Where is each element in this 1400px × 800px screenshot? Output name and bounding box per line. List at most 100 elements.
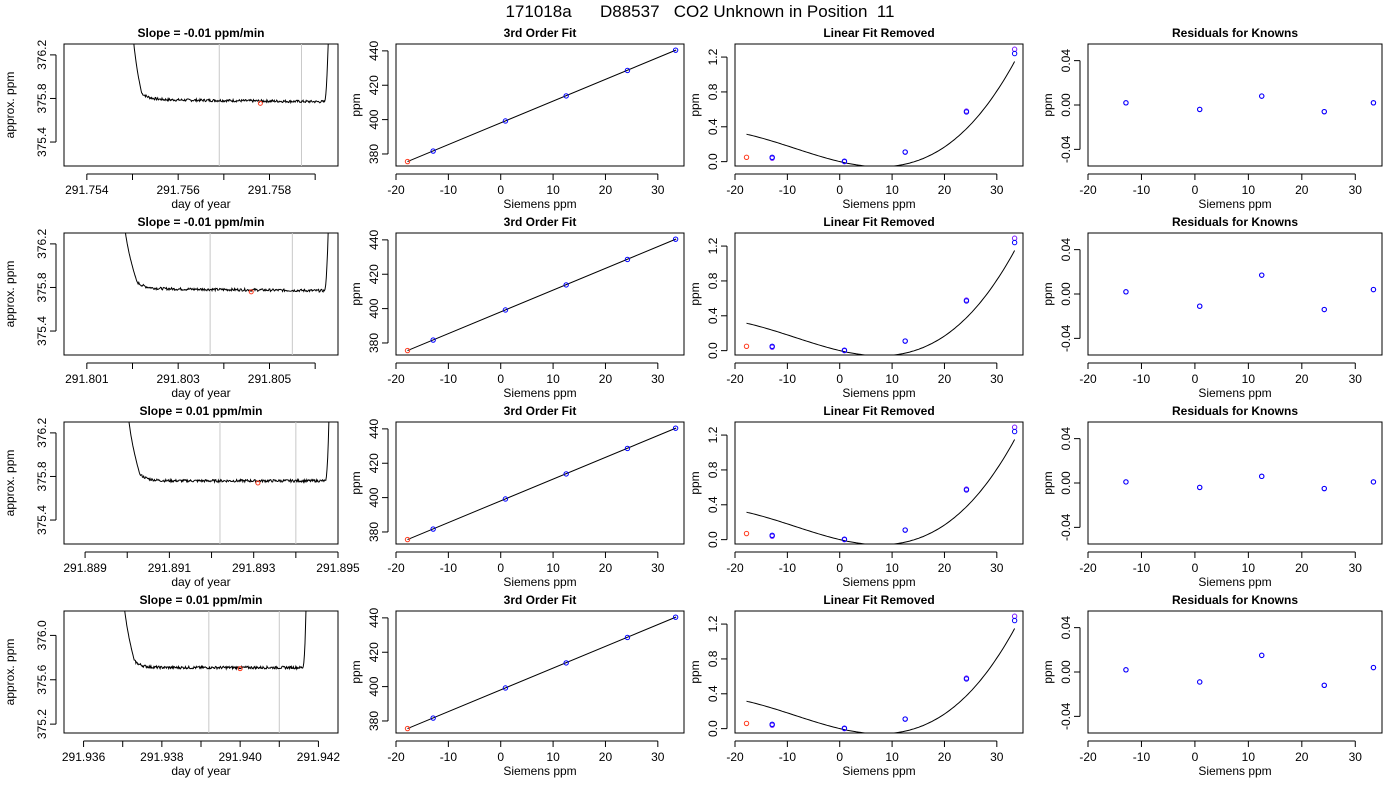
y-axis-label: ppm [1041,660,1055,683]
y-tick-label: 376.2 [35,40,49,70]
x-tick-label: 291.805 [248,372,292,386]
y-tick-label: 0.0 [706,720,720,737]
x-tick-label: -10 [440,372,458,386]
x-axis-label: day of year [171,575,230,589]
known-point [1011,50,1018,57]
y-axis-label: approx. ppm [3,72,17,139]
y-axis-label: ppm [688,471,702,494]
y-tick-label: 375.6 [35,664,49,694]
x-tick-label: 0 [1192,372,1199,386]
chart-panel: Residuals for Knowns -20 -10 0 10 20 30 Siemens… [1041,215,1383,400]
chart-title: Residuals for Knowns [1172,404,1298,418]
y-tick-label: 0.8 [706,83,720,100]
residual-point-blue [1259,272,1265,278]
known-point [841,158,848,164]
plot-frame [395,610,685,734]
fit-curve [746,628,1016,733]
known-point [563,282,569,288]
plot-frame [1087,232,1383,356]
plot-frame [1087,43,1383,167]
y-tick-label: 375.2 [35,709,49,739]
y-tick-label: 375.4 [35,505,49,535]
y-tick-label: 380 [367,333,381,353]
residual-point-blue [1197,106,1203,113]
x-tick-label: -20 [1079,561,1097,575]
x-tick-label: 0 [497,750,504,764]
x-axis-label: Siemens ppm [842,764,915,778]
sample-marker [255,480,261,486]
y-axis-label: ppm [349,282,363,305]
x-tick-label: 20 [1295,750,1309,764]
x-tick-label: 291.756 [156,183,200,197]
x-tick-label: 10 [546,183,560,197]
residual-point-blue [1123,479,1129,485]
concentration-trace [124,611,307,671]
y-tick-label: 0.0 [706,153,720,170]
known-point [672,614,679,620]
x-tick-label: 0 [497,372,504,386]
residual-point-blue [1259,473,1265,480]
x-tick-label: 20 [599,561,613,575]
plot-frame [63,43,339,167]
x-tick-label: 10 [546,750,560,764]
known-point [769,343,775,349]
plot-frame [1087,610,1383,734]
residual-point-blue [1370,286,1377,293]
plot-frame [1087,421,1383,545]
known-point [624,67,631,74]
y-tick-label: 0.00 [1059,471,1073,495]
chart-panel: Linear Fit Removed -20 -10 0 10 20 30 Siemens p… [688,26,1024,211]
x-tick-label: 0 [1192,750,1199,764]
unknown-point [404,725,411,732]
known-point [902,149,908,155]
fit-point [1011,235,1018,241]
known-point [430,148,436,154]
y-tick-label: 375.8 [35,272,49,302]
known-point [502,685,509,691]
chart-title: Slope = 0.01 ppm/min [139,593,262,607]
unknown-point [404,347,411,354]
x-tick-label: 291.889 [63,561,107,575]
known-point [624,445,631,452]
known-point [902,716,908,722]
residual-point-blue [1197,679,1203,685]
y-tick-label: 1.2 [706,237,720,254]
residual-point-blue [1123,289,1129,295]
residual-point-blue [1123,100,1129,106]
y-axis-label: ppm [688,660,702,683]
y-axis-label: ppm [1041,282,1055,305]
x-tick-label: 30 [1349,750,1363,764]
x-tick-label: 10 [546,561,560,575]
y-tick-label: 0.00 [1059,93,1073,117]
y-tick-label: 400 [367,298,381,318]
x-tick-label: -20 [1079,183,1097,197]
x-tick-label: 10 [1242,372,1256,386]
chart-panel: Residuals for Knowns -20 -10 0 10 20 30 Siemens… [1041,404,1383,589]
known-point [563,660,569,666]
residual-point-blue [1370,100,1377,106]
y-tick-label: -0.04 [1059,513,1073,541]
y-tick-label: 420 [367,453,381,473]
x-axis-label: day of year [171,197,230,211]
known-point [963,109,970,115]
x-axis-label: Siemens ppm [842,197,915,211]
x-tick-label: 10 [1242,750,1256,764]
y-tick-label: 380 [367,711,381,731]
x-tick-label: 30 [990,750,1004,764]
plot-frame [63,610,339,734]
y-tick-label: 0.4 [706,307,720,324]
x-tick-label: 0 [836,183,843,197]
x-tick-label: 0 [1192,561,1199,575]
known-point [769,532,775,538]
residual-point-blue [1321,108,1327,115]
x-tick-label: 0 [836,561,843,575]
x-tick-label: -20 [726,372,744,386]
y-tick-label: 380 [367,144,381,164]
plot-frame [395,43,685,167]
x-tick-label: 10 [885,561,899,575]
residual-point-blue [1321,485,1327,492]
x-tick-label: 20 [599,183,613,197]
residual-point-blue [1321,682,1327,689]
chart-title: Linear Fit Removed [823,26,934,40]
plot-frame [395,421,685,545]
